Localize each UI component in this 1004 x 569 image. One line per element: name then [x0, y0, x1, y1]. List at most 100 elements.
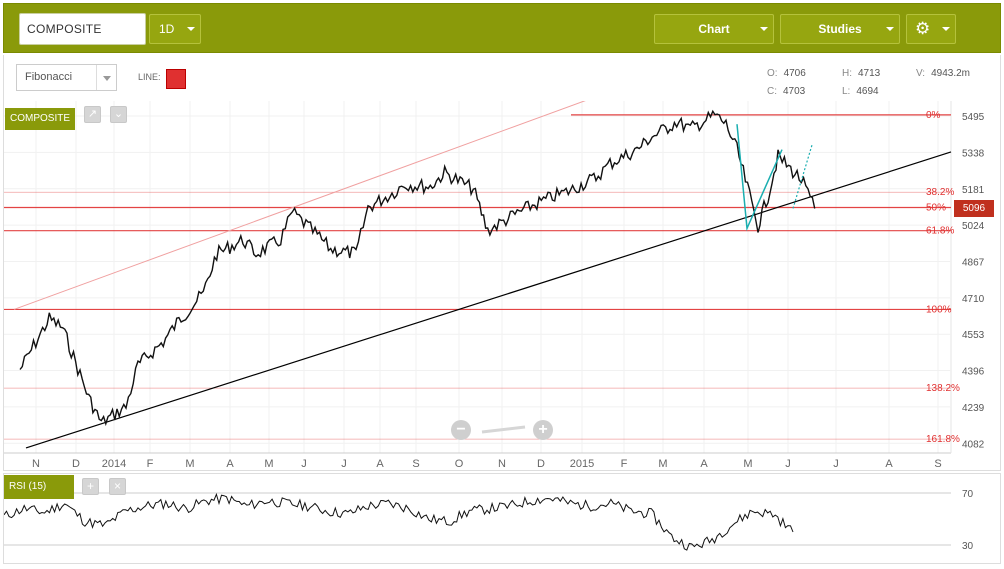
x-tick-label: 2015 — [570, 458, 594, 470]
drawing-tool-select[interactable]: Fibonacci — [16, 64, 117, 91]
gear-icon: ⚙ — [915, 19, 931, 39]
open-label: O: — [767, 68, 778, 79]
fib-level-label: 100% — [926, 304, 952, 315]
low-readout: L: 4694 — [842, 86, 879, 97]
x-tick-label: F — [621, 458, 628, 470]
symbol-input[interactable] — [19, 13, 146, 45]
volume-label: V: — [916, 68, 926, 79]
x-tick-label: F — [147, 458, 154, 470]
x-tick-label: A — [226, 458, 234, 470]
zoom-out-button[interactable]: − — [451, 420, 471, 440]
y-tick-label: 4396 — [962, 367, 985, 378]
price-chart-panel[interactable]: N D 2014 F M A M J J A S O N D 2015 F M A M J J A S 5495 5338 518… — [3, 101, 1001, 471]
channel-line — [13, 101, 586, 310]
y-tick-label: 4710 — [962, 294, 985, 305]
studies-label: Studies — [818, 22, 862, 36]
x-tick-label: J — [301, 458, 307, 470]
plus-icon: + — [86, 479, 94, 493]
price-chart[interactable]: N D 2014 F M A M J J A S O N D 2015 F M A M J J A S 5495 5338 518… — [4, 101, 1000, 471]
rsi-close-button[interactable]: × — [109, 478, 126, 495]
studies-dropdown[interactable]: Studies — [780, 14, 900, 44]
rsi-level-label: 30 — [962, 541, 974, 552]
y-tick-label: 4082 — [962, 439, 985, 450]
close-value: 4703 — [783, 86, 806, 97]
rsi-level-label: 70 — [962, 489, 974, 500]
projection-line — [792, 144, 813, 209]
fib-level-label: 0% — [926, 110, 941, 121]
x-tick-label: N — [498, 458, 506, 470]
chevron-down-icon — [187, 27, 195, 31]
rsi-tag: RSI (15) — [4, 475, 74, 499]
x-tick-label: N — [32, 458, 40, 470]
drawing-toolbar: Fibonacci LINE: O: 4706 H: 4713 V: 4943.2m … — [3, 55, 1001, 101]
zoom-slider — [481, 425, 526, 434]
line-color-label: LINE: — [138, 72, 161, 82]
y-tick-label: 5495 — [962, 112, 985, 123]
close-label: C: — [767, 86, 777, 97]
y-tick-label: 4553 — [962, 330, 985, 341]
y-tick-label: 4239 — [962, 403, 985, 414]
line-color-swatch[interactable] — [166, 69, 186, 89]
rsi-chart[interactable]: 70 30 — [4, 474, 1000, 563]
period-label: 1D — [159, 22, 175, 36]
period-dropdown[interactable]: 1D — [149, 14, 201, 44]
x-tick-label: M — [185, 458, 194, 470]
high-readout: H: 4713 — [842, 68, 880, 79]
expand-icon[interactable]: ↗ — [84, 106, 101, 123]
chevron-down-icon[interactable]: ⌄ — [110, 106, 127, 123]
low-value: 4694 — [856, 86, 879, 97]
volume-value: 4943.2m — [931, 68, 970, 79]
fib-level-label: 38.2% — [926, 187, 954, 198]
x-tick-label: D — [537, 458, 545, 470]
projection-line — [736, 124, 783, 232]
symbol-tag: COMPOSITE — [5, 108, 75, 130]
y-tick-label: 5024 — [962, 221, 985, 232]
close-icon: × — [113, 479, 121, 493]
chevron-down-icon — [96, 65, 116, 90]
high-value: 4713 — [858, 68, 881, 79]
rsi-add-button[interactable]: + — [82, 478, 99, 495]
x-tick-label: M — [264, 458, 273, 470]
x-tick-label: M — [743, 458, 752, 470]
chevron-down-icon — [942, 27, 950, 31]
x-tick-label: S — [412, 458, 419, 470]
top-toolbar: 1D Chart Studies ⚙ — [3, 3, 1001, 53]
x-tick-label: A — [700, 458, 708, 470]
plus-icon: + — [538, 421, 548, 438]
rsi-line — [4, 492, 794, 551]
fib-level-label: 50% — [926, 203, 946, 214]
chart-dropdown[interactable]: Chart — [654, 14, 774, 44]
fib-level-label: 161.8% — [926, 434, 960, 445]
trend-line — [25, 151, 952, 449]
chevron-down-icon — [760, 27, 768, 31]
y-tick-label: 4867 — [962, 257, 985, 268]
x-tick-label: S — [934, 458, 941, 470]
x-tick-label: A — [376, 458, 384, 470]
fib-level-label: 138.2% — [926, 383, 960, 394]
minus-icon: − — [456, 421, 466, 438]
open-value: 4706 — [783, 68, 806, 79]
rsi-panel[interactable]: 70 30 RSI (15) + × — [3, 473, 1001, 564]
price-line — [19, 109, 816, 427]
close-readout: C: 4703 — [767, 86, 805, 97]
volume-readout: V: 4943.2m — [916, 68, 970, 79]
chart-label: Chart — [698, 22, 730, 36]
fib-level-label: 61.8% — [926, 226, 954, 237]
high-label: H: — [842, 68, 852, 79]
x-tick-label: M — [658, 458, 667, 470]
drawing-tool-value: Fibonacci — [25, 71, 73, 83]
chevron-down-icon — [886, 27, 894, 31]
x-tick-label: 2014 — [102, 458, 126, 470]
y-tick-label: 5181 — [962, 185, 985, 196]
y-tick-label: 5338 — [962, 148, 985, 159]
x-tick-label: O — [455, 458, 464, 470]
x-tick-label: J — [341, 458, 347, 470]
x-tick-label: A — [885, 458, 893, 470]
x-tick-label: D — [72, 458, 80, 470]
x-tick-label: J — [833, 458, 839, 470]
open-readout: O: 4706 — [767, 68, 806, 79]
low-label: L: — [842, 86, 851, 97]
x-tick-label: J — [785, 458, 791, 470]
settings-dropdown[interactable]: ⚙ — [906, 14, 956, 44]
zoom-in-button[interactable]: + — [533, 420, 553, 440]
